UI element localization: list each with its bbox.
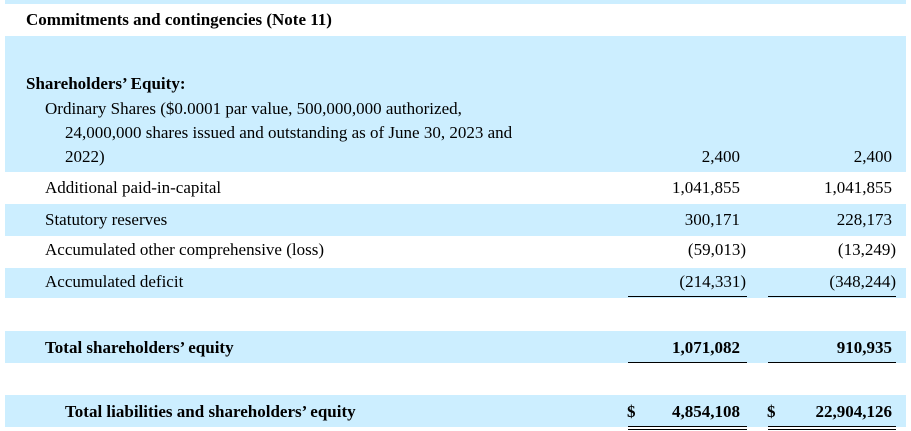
apic-row: Additional paid-in-capital 1,041,855 1,0… (5, 172, 906, 204)
total-equity-row: Total shareholders’ equity 1,071,082 910… (5, 331, 906, 363)
statutory-reserves-row: Statutory reserves 300,171 228,173 (5, 204, 906, 236)
statutory-reserves-2023: 300,171 (684, 210, 740, 229)
total-liabilities-equity-label: Total liabilities and shareholders’ equi… (65, 402, 356, 421)
equity-block: Shareholders’ Equity: Ordinary Shares ($… (5, 66, 906, 172)
subtotal-rule-2022 (768, 296, 896, 297)
commitments-label: Commitments and contingencies (Note 11) (26, 10, 332, 29)
accumulated-deficit-2022: (348,244) (829, 272, 896, 291)
top-strip (5, 0, 906, 4)
apic-2023: 1,041,855 (672, 178, 740, 197)
total-equity-2022: 910,935 (836, 338, 892, 357)
aoci-row: Accumulated other comprehensive (loss) (… (5, 236, 906, 268)
statutory-reserves-label: Statutory reserves (45, 210, 168, 229)
accumulated-deficit-row: Accumulated deficit (214,331) (348,244) (5, 268, 906, 298)
grand-total-double-rule-2022 (768, 426, 896, 430)
apic-label: Additional paid-in-capital (45, 178, 222, 197)
accumulated-deficit-2023: (214,331) (679, 272, 746, 291)
total-equity-label: Total shareholders’ equity (45, 338, 234, 357)
total-liabilities-equity-2023: 4,854,108 (672, 402, 740, 421)
total-equity-rule-2023 (628, 362, 747, 363)
ordinary-shares-2023: 2,400 (701, 147, 740, 166)
spacer-row (5, 36, 906, 66)
ordinary-shares-line-3: 2022) (65, 147, 105, 166)
aoci-2022: (13,249) (837, 240, 896, 259)
total-liabilities-equity-2022: 22,904,126 (815, 402, 893, 421)
commitments-row: Commitments and contingencies (Note 11) (5, 4, 906, 36)
currency-symbol-2023: $ (627, 402, 636, 421)
total-equity-2023: 1,071,082 (672, 338, 740, 357)
ordinary-shares-line-1: Ordinary Shares ($0.0001 par value, 500,… (45, 99, 462, 118)
equity-header: Shareholders’ Equity: (26, 74, 186, 93)
subtotal-rule-2023 (628, 296, 747, 297)
ordinary-shares-2022: 2,400 (853, 147, 892, 166)
total-liabilities-equity-row: Total liabilities and shareholders’ equi… (5, 395, 906, 427)
accumulated-deficit-label: Accumulated deficit (45, 272, 184, 291)
ordinary-shares-line-2: 24,000,000 shares issued and outstanding… (65, 123, 513, 142)
currency-symbol-2022: $ (767, 402, 776, 421)
grand-total-double-rule-2023 (628, 426, 747, 430)
apic-2022: 1,041,855 (824, 178, 892, 197)
aoci-label: Accumulated other comprehensive (loss) (45, 240, 324, 259)
total-equity-rule-2022 (768, 362, 896, 363)
aoci-2023: (59,013) (687, 240, 746, 259)
statutory-reserves-2022: 228,173 (836, 210, 892, 229)
